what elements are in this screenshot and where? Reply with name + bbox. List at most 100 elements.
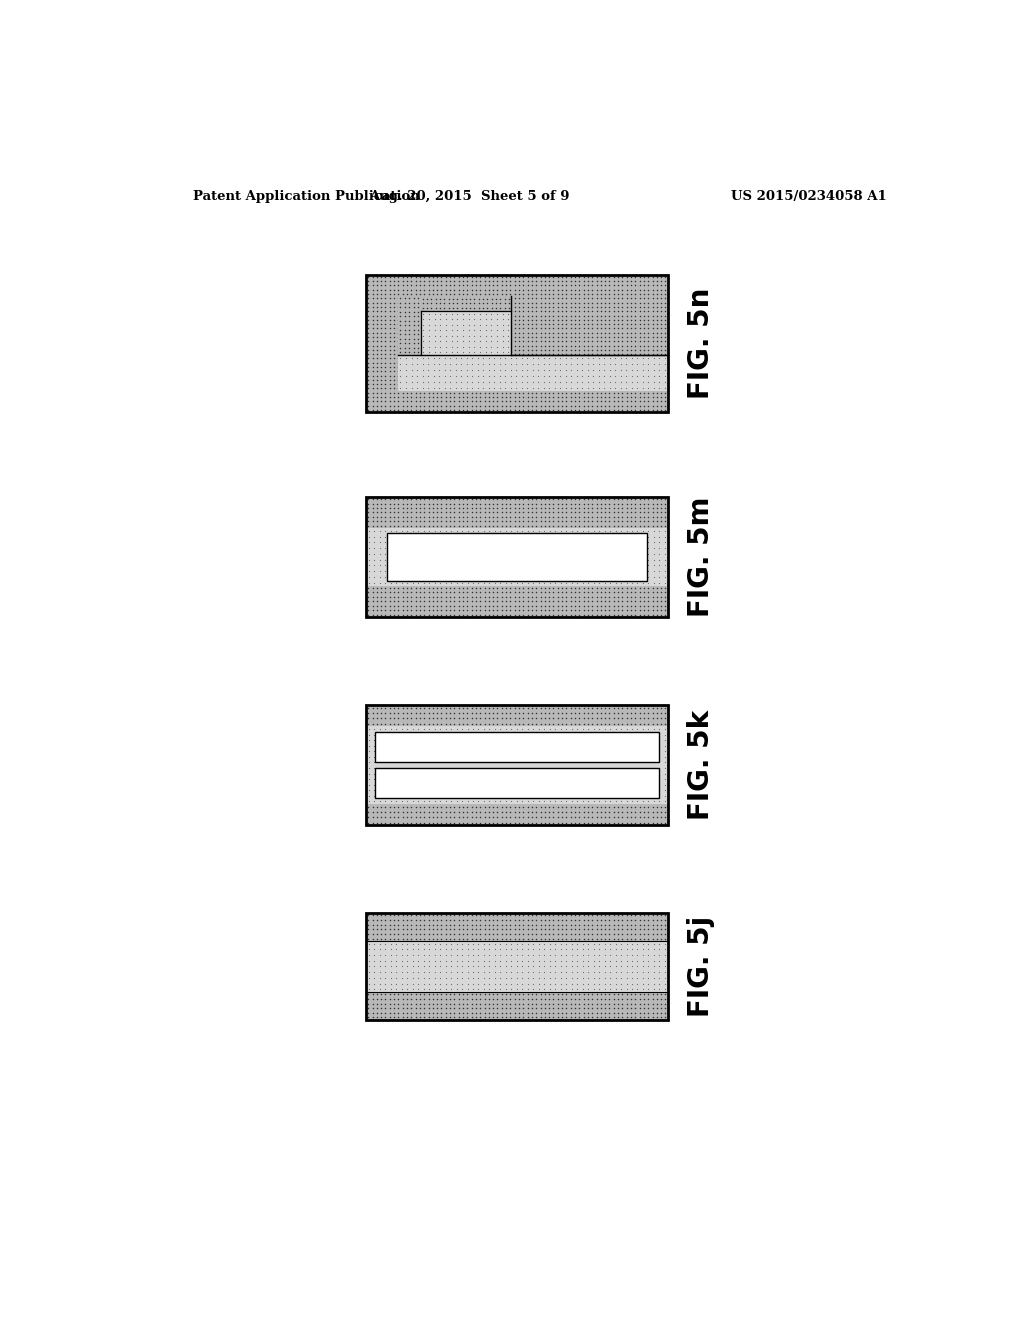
Point <box>550 335 566 356</box>
Point <box>547 730 563 751</box>
Point <box>393 544 410 565</box>
Point <box>388 520 404 541</box>
Point <box>610 271 627 292</box>
Point <box>398 284 415 305</box>
Point <box>403 909 420 931</box>
Point <box>589 370 605 391</box>
Point <box>601 331 617 352</box>
Point <box>537 352 553 374</box>
Point <box>646 366 663 387</box>
Point <box>382 378 398 399</box>
Point <box>498 785 514 807</box>
Point <box>429 590 445 611</box>
Point <box>406 292 422 313</box>
Point <box>558 708 574 729</box>
Point <box>459 326 475 347</box>
Point <box>386 399 402 420</box>
Point <box>640 956 656 977</box>
Point <box>558 532 574 553</box>
Point <box>589 599 605 620</box>
Point <box>580 280 596 301</box>
Point <box>553 968 569 989</box>
Point <box>523 989 540 1010</box>
Point <box>442 768 459 789</box>
Point <box>421 305 437 326</box>
Point <box>610 339 627 360</box>
Point <box>373 284 389 305</box>
Point <box>390 507 407 528</box>
Point <box>507 297 523 318</box>
Point <box>523 297 540 318</box>
Point <box>553 537 569 558</box>
Point <box>442 909 459 931</box>
Point <box>383 956 399 977</box>
Point <box>627 807 643 828</box>
Point <box>426 294 442 315</box>
Point <box>537 928 553 949</box>
Point <box>401 323 418 345</box>
Point <box>425 366 441 387</box>
Point <box>494 318 510 339</box>
Point <box>455 492 471 513</box>
Point <box>618 928 635 949</box>
Point <box>519 335 536 356</box>
Point <box>597 590 613 611</box>
Point <box>394 590 411 611</box>
Point <box>390 271 407 292</box>
Point <box>610 297 627 318</box>
Point <box>369 577 385 598</box>
Point <box>571 708 588 729</box>
Point <box>476 956 493 977</box>
Point <box>547 544 563 565</box>
Point <box>580 928 596 949</box>
Point <box>636 812 652 833</box>
Point <box>653 919 670 940</box>
Point <box>547 780 563 801</box>
Point <box>472 492 488 513</box>
Point <box>410 746 426 767</box>
Point <box>404 780 421 801</box>
Point <box>635 730 651 751</box>
Point <box>614 909 631 931</box>
Point <box>627 697 643 718</box>
Point <box>593 904 609 925</box>
Point <box>390 370 407 391</box>
Point <box>563 347 580 368</box>
Point <box>523 374 540 395</box>
Point <box>569 520 586 541</box>
Point <box>498 566 514 587</box>
Point <box>605 356 622 378</box>
Point <box>602 973 618 994</box>
Point <box>648 577 665 598</box>
Point <box>575 271 592 292</box>
Point <box>465 763 481 784</box>
Point <box>498 288 514 309</box>
Point <box>558 978 574 999</box>
Point <box>511 381 527 403</box>
Point <box>607 763 624 784</box>
Point <box>486 939 503 960</box>
Point <box>476 702 493 723</box>
Point <box>437 323 454 345</box>
Point <box>493 554 509 576</box>
Point <box>377 356 393 378</box>
Point <box>446 998 463 1019</box>
Point <box>486 544 503 565</box>
Point <box>483 335 500 356</box>
Point <box>408 507 424 528</box>
Point <box>480 507 497 528</box>
Point <box>618 275 635 296</box>
Point <box>410 330 426 351</box>
Point <box>623 360 639 381</box>
Point <box>365 983 381 1005</box>
Point <box>403 292 420 313</box>
Point <box>558 1002 574 1023</box>
Point <box>508 359 524 380</box>
Point <box>550 387 566 408</box>
Point <box>519 939 536 960</box>
Point <box>421 939 437 960</box>
Point <box>547 554 563 576</box>
Point <box>386 356 402 378</box>
Point <box>553 939 569 960</box>
Point <box>382 284 398 305</box>
